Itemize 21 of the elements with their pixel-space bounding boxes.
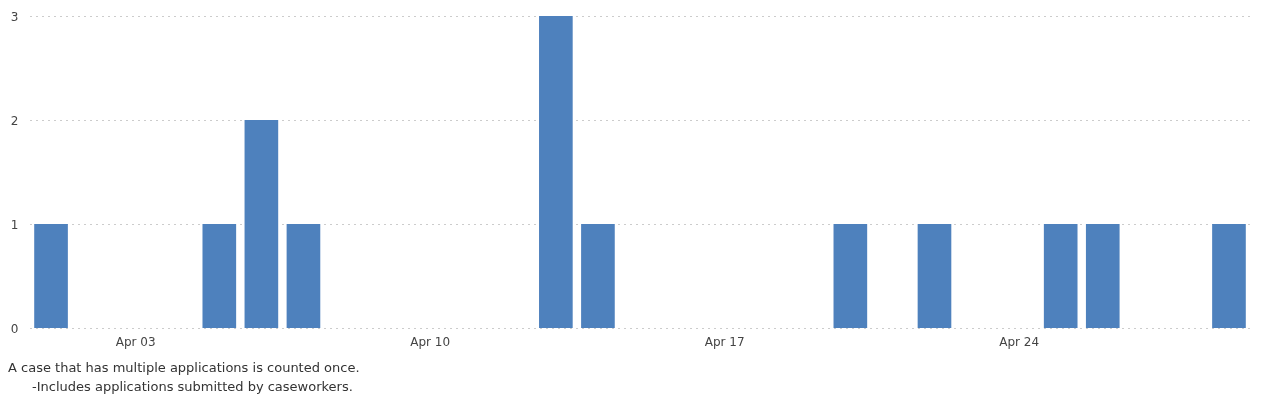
- bar: [244, 120, 279, 328]
- bar: [34, 224, 68, 328]
- x-tick-label: Apr 10: [410, 334, 451, 349]
- bar: [1043, 224, 1078, 328]
- bar: [202, 224, 237, 328]
- text: A case that has multiple applications is counted once.: [8, 359, 361, 377]
- y-tick-label: 1: [10, 217, 19, 232]
- bar: [1212, 224, 1246, 328]
- y-tick-label: 0: [10, 321, 19, 336]
- y-tick-label: 2: [10, 113, 19, 128]
- y-tick-label: 3: [10, 9, 19, 24]
- bar: [1085, 224, 1120, 328]
- bar: [917, 224, 952, 328]
- x-tick-label: Apr 17: [704, 334, 745, 349]
- text: -Includes applications submitted by caseworkers.: [31, 378, 354, 396]
- bar: [581, 224, 615, 328]
- bar: [286, 224, 321, 328]
- x-tick-label: Apr 03: [115, 334, 156, 349]
- bar: [539, 16, 573, 328]
- x-tick-label: Apr 24: [999, 334, 1040, 349]
- bar: [833, 224, 868, 328]
